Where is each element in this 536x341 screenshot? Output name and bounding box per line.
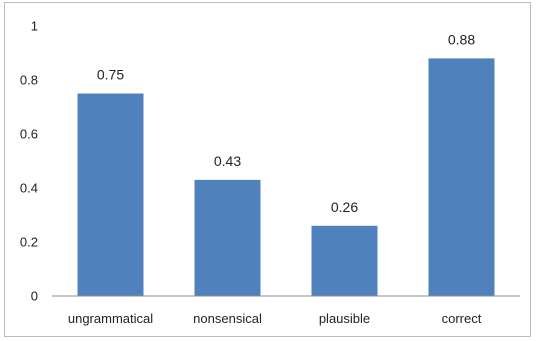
x-axis: ungrammatical nonsensical plausible correct bbox=[52, 295, 520, 326]
y-tick-label: 0.8 bbox=[20, 73, 38, 88]
x-category-label: correct bbox=[442, 311, 482, 326]
data-label: 0.43 bbox=[214, 153, 241, 169]
data-label: 0.26 bbox=[331, 199, 358, 215]
y-tick-label: 0.6 bbox=[20, 127, 38, 142]
bars bbox=[77, 58, 495, 297]
y-tick-label: 1 bbox=[31, 19, 38, 34]
bar-plausible bbox=[311, 225, 378, 296]
data-label: 0.88 bbox=[448, 31, 475, 47]
x-category-label: ungrammatical bbox=[68, 311, 153, 326]
bar-ungrammatical bbox=[77, 93, 144, 296]
y-tick-label: 0.4 bbox=[20, 181, 38, 196]
data-labels: 0.75 0.43 0.26 0.88 bbox=[97, 31, 475, 214]
y-tick-label: 0.2 bbox=[20, 235, 38, 250]
y-axis: 0 0.2 0.4 0.6 0.8 1 bbox=[20, 19, 38, 304]
x-category-label: plausible bbox=[319, 311, 370, 326]
bar-nonsensical bbox=[194, 179, 261, 296]
x-category-label: nonsensical bbox=[193, 311, 262, 326]
data-label: 0.75 bbox=[97, 67, 124, 83]
y-tick-label: 0 bbox=[31, 289, 38, 304]
bar-correct bbox=[428, 58, 495, 297]
